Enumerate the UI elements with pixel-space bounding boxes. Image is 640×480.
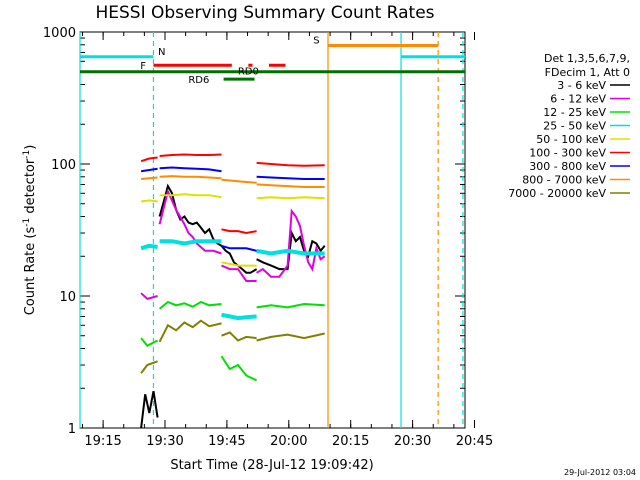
- series-line-1: [140, 391, 159, 429]
- x-axis-label: Start Time (28-Jul-12 19:09:42): [170, 458, 373, 473]
- series-line-5: [140, 199, 158, 203]
- x-tick-label: 20:45: [456, 434, 493, 449]
- series-line-8: [141, 176, 158, 180]
- series-line-1: [256, 229, 326, 271]
- flag-label-rd0: RD0: [238, 67, 259, 78]
- series-line-7: [256, 175, 325, 180]
- x-tick-label: 20:30: [394, 434, 431, 449]
- series-line-7: [140, 167, 158, 173]
- legend-entry-label: 12 - 25 keV: [543, 106, 606, 119]
- chart-title: HESSI Observing Summary Count Rates: [95, 3, 434, 23]
- y-tick-label: 10: [59, 290, 76, 305]
- plot-frame: [79, 31, 466, 429]
- x-tick-label: 19:15: [84, 434, 121, 449]
- x-tick-label: 20:00: [270, 434, 307, 449]
- x-tick-label: 19:30: [146, 434, 183, 449]
- series-line-4: [159, 239, 222, 246]
- x-tick-label: 19:45: [208, 434, 245, 449]
- axis-ticks: 19:15 19:30 19:45 20:00 20:15 20:30 20:45 1 10 10…: [43, 26, 493, 449]
- series-line-1: [158, 183, 222, 247]
- legend-entry-label: 800 - 7000 keV: [522, 174, 606, 187]
- series-line-3: [220, 355, 258, 382]
- series-line-2: [158, 188, 222, 255]
- series-line-8: [256, 183, 325, 188]
- flag-label-f: F: [140, 61, 146, 72]
- series-line-3: [158, 300, 222, 310]
- series-line-8: [159, 175, 222, 180]
- series-line-8: [221, 178, 257, 184]
- series-line-3: [256, 302, 325, 309]
- y-axis-label: Count Rate (s-1 detector-1): [22, 145, 38, 316]
- series-lines: [140, 153, 326, 429]
- series-line-6: [256, 161, 325, 167]
- series-line-7: [221, 244, 257, 252]
- legend-header-2: FDecim 1, Att 0: [545, 66, 630, 79]
- x-tick-label: 20:15: [332, 434, 369, 449]
- series-line-9: [158, 319, 222, 343]
- series-line-5: [256, 196, 325, 200]
- legend-header-1: Det 1,3,5,6,7,9,: [544, 52, 630, 65]
- series-line-2: [140, 292, 158, 301]
- series-line-4: [221, 312, 257, 321]
- series-line-6: [159, 153, 222, 157]
- series-line-4: [256, 248, 325, 256]
- legend-entry-label: 6 - 12 keV: [550, 93, 606, 106]
- series-line-3: [140, 337, 159, 347]
- flag-label-rd6: RD6: [188, 75, 209, 86]
- footer-date: 29-Jul-2012 03:04: [564, 468, 636, 477]
- series-line-4: [140, 243, 158, 251]
- time-markers: [79, 32, 464, 428]
- series-line-9: [221, 331, 257, 342]
- series-line-5: [221, 261, 257, 267]
- flag-label-s: S: [313, 35, 319, 46]
- series-line-2: [221, 264, 257, 282]
- legend-entry-label: 300 - 800 keV: [529, 160, 606, 173]
- flag-label-n: N: [158, 47, 165, 58]
- series-line-6: [221, 228, 257, 235]
- legend-entry-label: 50 - 100 keV: [536, 133, 606, 146]
- legend: Det 1,3,5,6,7,9, FDecim 1, Att 0 3 - 6 k…: [508, 52, 630, 200]
- legend-entry-label: 3 - 6 keV: [557, 79, 606, 92]
- series-line-9: [256, 332, 325, 342]
- series-line-9: [140, 360, 158, 374]
- flag-bars: N F S RD0 RD6: [80, 35, 465, 86]
- legend-entry-label: 100 - 300 keV: [529, 147, 606, 160]
- series-line-6: [140, 156, 158, 163]
- y-tick-label: 100: [51, 158, 76, 173]
- legend-entry-label: 25 - 50 keV: [543, 120, 606, 133]
- y-tick-label: 1: [68, 422, 76, 437]
- y-tick-label: 1000: [43, 26, 76, 41]
- series-line-5: [159, 193, 222, 199]
- legend-entry-label: 7000 - 20000 keV: [508, 187, 606, 200]
- series-line-7: [159, 166, 222, 173]
